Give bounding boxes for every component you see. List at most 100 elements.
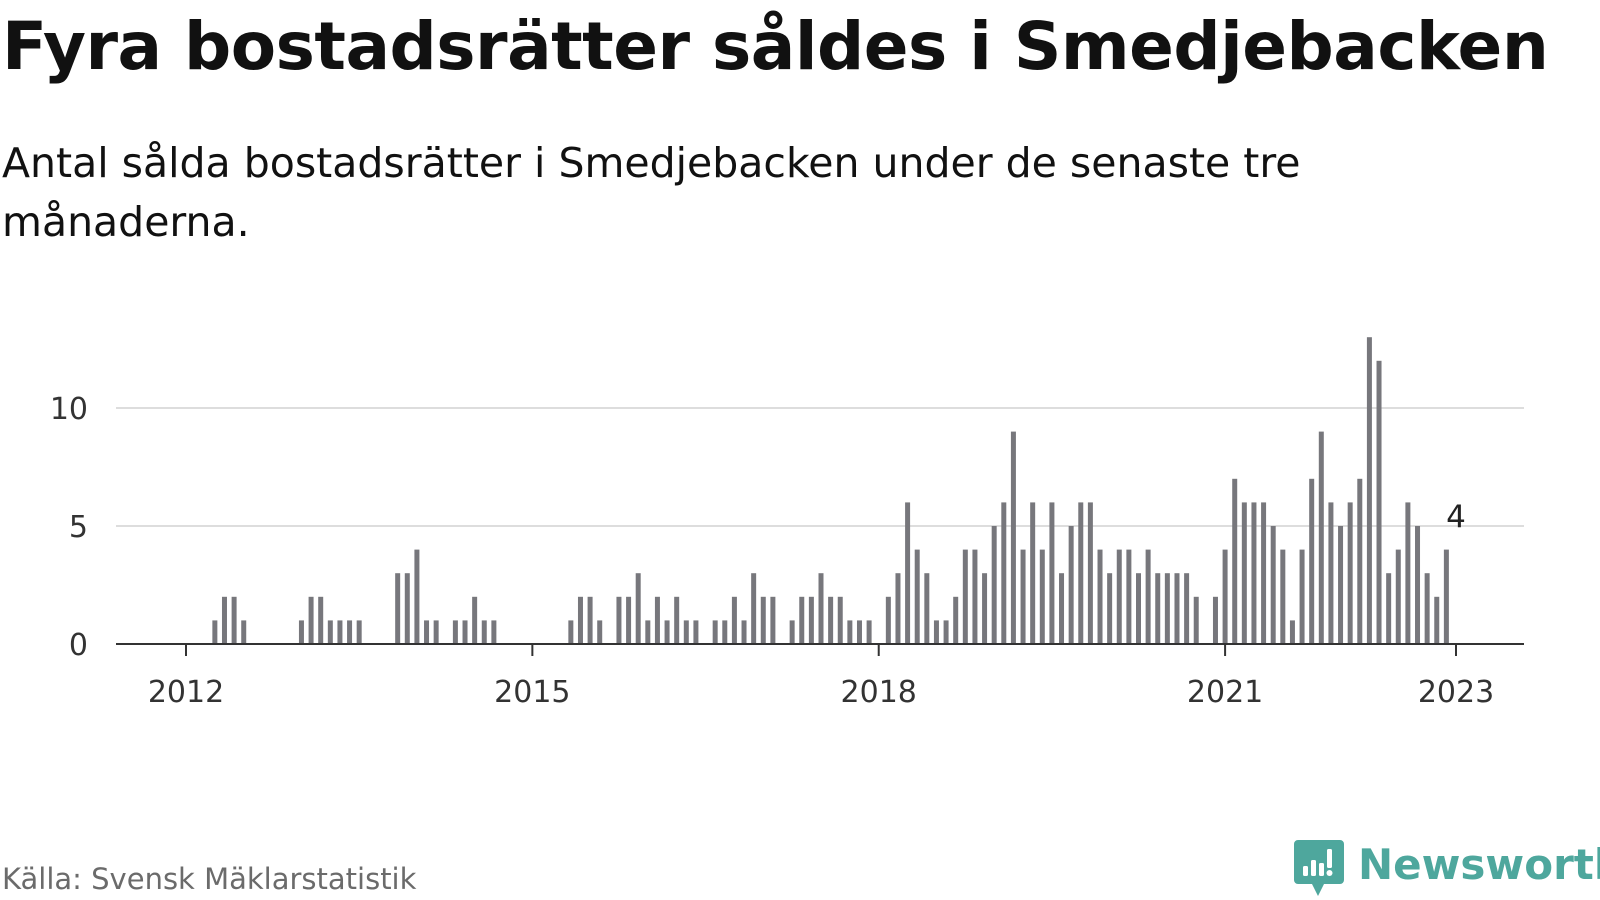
bar [1116,549,1122,644]
bar [1405,502,1411,644]
bar [404,573,410,644]
bar [1299,549,1305,644]
bar [587,596,593,644]
bar [1193,596,1199,644]
brand-logo[interactable]: Newsworthy [1294,840,1600,900]
bar [1328,502,1334,644]
bar [1164,573,1170,644]
bar [433,620,439,644]
bar [731,596,737,644]
bar [866,620,872,644]
bar [424,620,430,644]
bar [1155,573,1161,644]
bar [1357,478,1363,644]
bar [1174,573,1180,644]
bar [799,596,805,644]
bar [645,620,651,644]
bar [1126,549,1132,644]
y-tick-label: 5 [69,510,88,545]
bar [924,573,930,644]
bar [1078,502,1084,644]
bar [1386,573,1392,644]
bar [212,620,218,644]
bar [1251,502,1257,644]
bar [895,573,901,644]
bar [741,620,747,644]
bar [1415,526,1421,644]
bar [654,596,660,644]
y-tick-label: 0 [69,628,88,663]
bar [1145,549,1151,644]
bar [1184,573,1190,644]
bar [597,620,603,644]
bar [298,620,304,644]
bar [1049,502,1055,644]
labels: 0 5 10 2012 2015 2018 2021 2023 4 [50,392,1494,710]
bars [212,337,1449,644]
x-tick-label: 2015 [494,675,570,710]
bar [1087,502,1093,644]
bar [1280,549,1286,644]
bar [1434,596,1440,644]
bar [1222,549,1228,644]
bar [1068,526,1074,644]
bar [933,620,939,644]
bar [1347,502,1353,644]
bar [674,596,680,644]
bar [626,596,632,644]
bar [308,596,314,644]
bar [760,596,766,644]
bar [1059,573,1065,644]
page-title: Fyra bostadsrätter såldes i Smedjebacken [2,8,1549,85]
bar [683,620,689,644]
page-subtitle: Antal sålda bostadsrätter i Smedjebacken… [2,139,1301,246]
bar [1270,526,1276,644]
bar [1241,502,1247,644]
bar-chart: 0 5 10 2012 2015 2018 2021 2023 4 [50,337,1524,710]
highlight-value-label: 4 [1446,500,1466,536]
bar [943,620,949,644]
bar [905,502,911,644]
bar [1030,502,1036,644]
bar [693,620,699,644]
bar [982,573,988,644]
bar [818,573,824,644]
bar [577,596,583,644]
x-tick-label: 2012 [148,675,224,710]
brand-name: Newsworthy [1358,840,1600,889]
bar [789,620,795,644]
bar [856,620,862,644]
bar [221,596,227,644]
bar [337,620,343,644]
bar [1289,620,1295,644]
bar [664,620,670,644]
bar [885,596,891,644]
bar [1366,337,1372,644]
bar [962,549,968,644]
bar [1338,526,1344,644]
bar [491,620,497,644]
y-tick-label: 10 [50,392,88,427]
bar [1097,549,1103,644]
bar [1136,573,1141,644]
bar [972,549,978,644]
bar [751,573,757,644]
bar [616,596,622,644]
bar [770,596,776,644]
bar [1212,596,1218,644]
bar [635,573,641,644]
bar [1443,549,1449,644]
bar [1395,549,1401,644]
bar [231,596,237,644]
x-tick-label: 2021 [1187,675,1263,710]
bar [1020,549,1026,644]
bar [991,526,997,644]
bar [1424,573,1430,644]
bar [452,620,458,644]
bar [1261,502,1267,644]
bar [914,549,920,644]
bar [472,596,478,644]
source-note: Källa: Svensk Mäklarstatistik [2,862,417,896]
bar [1309,478,1315,644]
